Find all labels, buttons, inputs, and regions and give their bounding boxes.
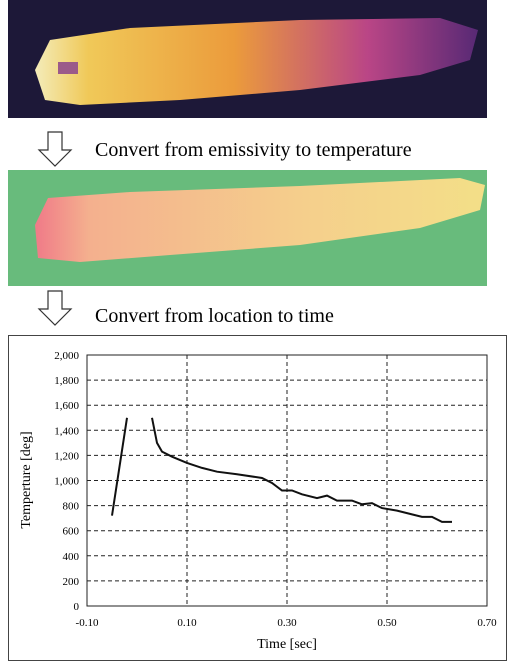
data-line [111, 417, 452, 523]
flame-core [58, 62, 78, 74]
x-axis-label: Time [sec] [257, 637, 317, 652]
arrow [37, 290, 73, 326]
x-tick-label: 0.50 [377, 617, 397, 629]
y-axis-label: Temperture [deg] [19, 431, 34, 528]
x-tick-label: 0.70 [477, 617, 497, 629]
y-tick-label: 1,200 [54, 450, 79, 462]
arrow [37, 131, 73, 167]
x-tick-label: 0.10 [177, 617, 197, 629]
y-tick-label: 0 [74, 601, 80, 613]
x-tick-label: 0.30 [277, 617, 297, 629]
y-tick-label: 1,000 [54, 476, 79, 488]
y-tick-label: 1,400 [54, 425, 79, 437]
y-tick-label: 2,000 [54, 350, 79, 362]
step-label: Convert from emissivity to temperature [95, 139, 412, 161]
y-tick-label: 400 [63, 551, 80, 563]
chart-frame [8, 335, 507, 661]
y-tick-label: 800 [63, 501, 80, 513]
step-label: Convert from location to time [95, 305, 334, 327]
flame [35, 18, 478, 105]
y-tick-label: 1,600 [54, 400, 79, 412]
x-tick-label: -0.10 [76, 617, 99, 629]
y-tick-label: 1,800 [54, 375, 79, 387]
plot: 0 200 400 600 800 1,000 1,200 1,400 1,600 1,800 2,… [54, 350, 497, 629]
temperature-region [35, 178, 485, 262]
y-tick-label: 200 [63, 576, 80, 588]
y-tick-label: 600 [63, 526, 80, 538]
